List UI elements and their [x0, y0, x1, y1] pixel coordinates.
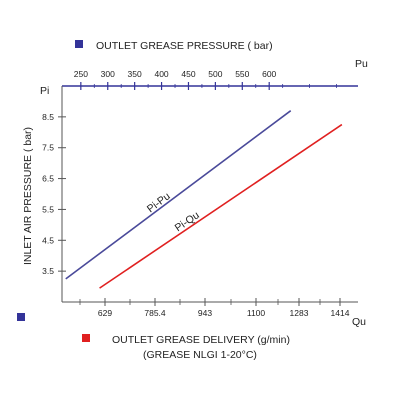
top-tick-label: 600: [262, 69, 276, 79]
y-tick-label: 8.5: [42, 112, 54, 122]
series-label-pi-pu: Pi-Pu: [145, 190, 173, 215]
top-tick-label: 300: [101, 69, 115, 79]
symbol-pu: Pu: [355, 58, 368, 70]
top-tick-label: 450: [181, 69, 195, 79]
y-tick-label: 4.5: [42, 235, 54, 245]
top-tick-label: 550: [235, 69, 249, 79]
legend-label-pressure: OUTLET GREASE PRESSURE ( bar): [96, 40, 273, 52]
top-tick-label: 250: [74, 69, 88, 79]
bottom-tick-label: 629: [98, 308, 112, 318]
symbol-qu: Qu: [352, 316, 366, 328]
marker-pressure-lower: [17, 313, 25, 321]
legend-label-grease: (GREASE NLGI 1-20°C): [143, 349, 257, 361]
series-line-pi-qu: [99, 123, 343, 289]
bottom-tick-label: 1100: [247, 308, 266, 318]
top-tick-label: 500: [208, 69, 222, 79]
symbol-pi: Pi: [40, 85, 49, 97]
bottom-tick-label: 1414: [331, 308, 350, 318]
top-tick-label: 350: [128, 69, 142, 79]
bottom-tick-label: 943: [198, 308, 212, 318]
series-label-pi-qu: Pi-Qu: [173, 209, 202, 234]
bottom-tick-label: 1283: [290, 308, 309, 318]
legend-label-delivery: OUTLET GREASE DELIVERY (g/min): [112, 334, 290, 346]
y-tick-label: 3.5: [42, 266, 54, 276]
bottom-tick-label: 785.4: [144, 308, 166, 318]
y-tick-label: 6.5: [42, 174, 54, 184]
legend-marker-pressure: [75, 40, 83, 48]
series-line-pi-pu: [65, 110, 292, 280]
y-tick-label: 7.5: [42, 143, 54, 153]
y-tick-label: 5.5: [42, 204, 54, 214]
legend-marker-delivery: [82, 334, 90, 342]
top-tick-label: 400: [154, 69, 168, 79]
y-axis-title: INLET AIR PRESSURE ( bar): [22, 127, 34, 265]
